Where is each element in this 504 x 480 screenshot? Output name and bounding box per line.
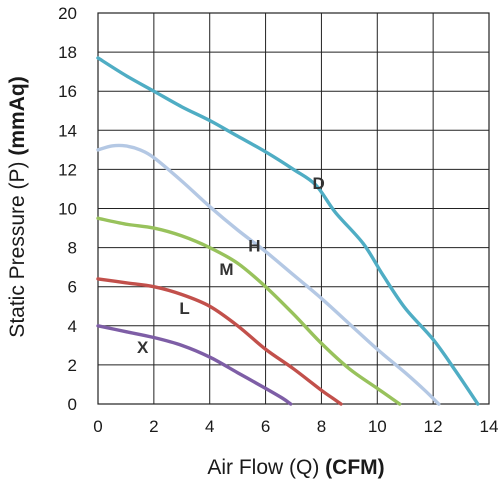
series-curve-h [96, 143, 441, 406]
y-axis-title-unit: (mmAq) [6, 76, 29, 155]
series-curve-m [96, 216, 402, 406]
x-tick-label: 6 [261, 417, 270, 436]
x-tick-label: 0 [93, 417, 102, 436]
x-tick-label: 8 [317, 417, 326, 436]
y-tick-label: 14 [58, 121, 77, 140]
series-curve-x [96, 324, 293, 406]
series-label-d: D [312, 174, 324, 193]
series-labels: D HM L X [137, 174, 325, 357]
series-curves [96, 56, 480, 406]
x-tick-label: 10 [368, 417, 387, 436]
x-axis-title-text: Air Flow (Q) [207, 456, 325, 479]
x-tick-label: 12 [424, 417, 443, 436]
y-tick-label: 8 [68, 239, 77, 258]
y-tick-label: 20 [58, 4, 77, 23]
y-tick-label: 18 [58, 43, 77, 62]
x-axis-title: Air Flow (Q) (CFM) [207, 456, 384, 479]
y-tick-label: 2 [68, 356, 77, 375]
series-label-h: H [248, 237, 260, 256]
y-tick-label: 0 [68, 395, 77, 414]
series-curve-d [96, 56, 480, 406]
x-axis-title-unit: (CFM) [325, 456, 384, 479]
y-tick-label: 16 [58, 82, 77, 101]
series-label-l: L [179, 299, 189, 318]
series-label-m: M [219, 260, 233, 279]
x-tick-label: 2 [149, 417, 158, 436]
x-tick-label: 14 [480, 417, 499, 436]
y-tick-label: 12 [58, 160, 77, 179]
y-tick-labels: 0 2 4 6 8 10 12 14 16 18 20 [58, 4, 77, 414]
y-tick-label: 10 [58, 200, 77, 219]
x-tick-label: 4 [205, 417, 214, 436]
plot-frame [97, 12, 490, 405]
grid-lines [97, 12, 490, 405]
y-axis-title: Static Pressure (P) (mmAq) [6, 76, 29, 337]
series-curve-l [96, 277, 343, 406]
y-tick-label: 6 [68, 278, 77, 297]
series-label-x: X [137, 338, 149, 357]
y-tick-label: 4 [68, 317, 77, 336]
y-axis-title-text: Static Pressure (P) [6, 156, 29, 338]
x-tick-labels: 0 2 4 6 8 10 12 14 [93, 417, 498, 436]
